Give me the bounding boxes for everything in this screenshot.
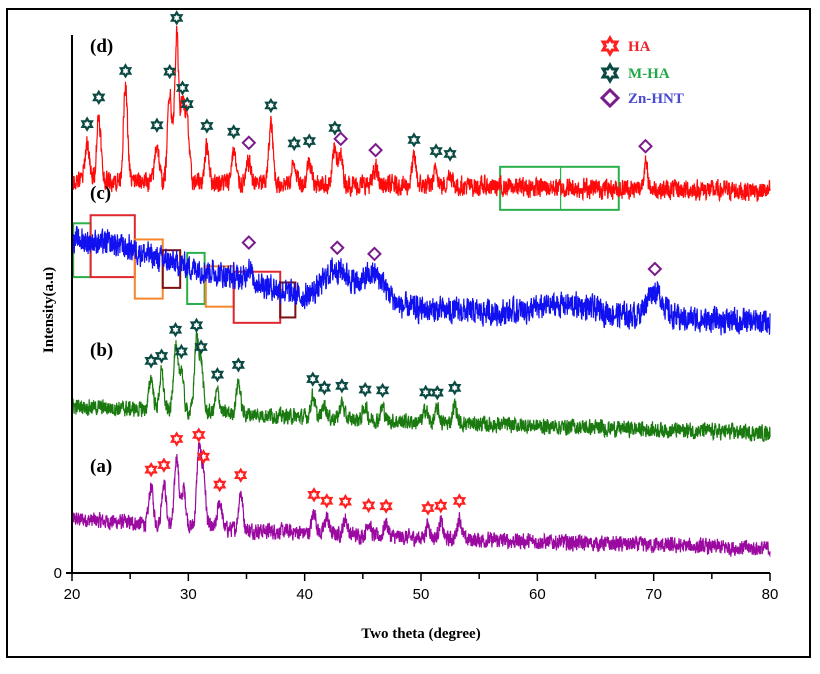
star-marker-icon — [375, 382, 390, 399]
star-marker-icon — [452, 493, 467, 509]
star-marker-icon — [429, 143, 443, 159]
star-marker-icon — [154, 348, 169, 364]
x-tick-label: 40 — [296, 586, 313, 603]
star-marker-icon — [287, 135, 301, 152]
x-tick-label: 80 — [762, 586, 779, 603]
star-marker-icon — [358, 381, 372, 398]
star-marker-icon — [306, 371, 320, 387]
y-tick-label-0: 0 — [54, 565, 62, 582]
star-marker-icon — [227, 124, 241, 140]
x-ticks: 20 30 40 50 60 70 80 — [64, 573, 779, 603]
panel-labels: (a) (b) (c) (d) — [90, 36, 113, 477]
star-marker-icon — [419, 384, 433, 401]
star-marker-icon — [168, 322, 183, 338]
legend-label: Zn-HNT — [628, 91, 684, 107]
star-marker-icon — [320, 493, 334, 509]
y-axis-title: Intensity(a.u) — [41, 267, 57, 353]
figure-frame — [6, 8, 811, 658]
legend-label: M-HA — [628, 66, 670, 82]
star-marker-icon — [174, 343, 188, 360]
legend-entry-m-ha: M-HA — [600, 61, 670, 85]
diamond-marker-icon — [241, 235, 257, 251]
star-marker-icon — [430, 385, 444, 401]
panel-label-d: (d) — [90, 36, 113, 57]
panel-label-a: (a) — [90, 456, 112, 477]
peak-markers — [80, 10, 663, 516]
diamond-marker-icon — [638, 138, 653, 154]
star-marker-icon — [213, 477, 227, 493]
star-marker-icon — [118, 63, 133, 79]
x-tick-label: 20 — [64, 586, 81, 603]
star-marker-icon — [169, 10, 184, 26]
star-marker-icon — [92, 89, 106, 106]
series-line-c — [71, 225, 771, 336]
star-marker-icon — [335, 378, 349, 394]
diamond-legend-icon — [599, 87, 621, 109]
legend: HA M-HA Zn-HNT — [599, 34, 684, 109]
x-tick-label: 70 — [645, 586, 662, 603]
star-marker-icon — [189, 317, 204, 333]
panel-label-c: (c) — [90, 183, 111, 204]
series-lines — [71, 25, 771, 558]
star-marker-icon — [180, 96, 194, 112]
star-marker-icon — [194, 339, 208, 355]
legend-entry-ha: HA — [600, 34, 651, 58]
star-marker-icon — [264, 97, 278, 114]
star-marker-icon — [328, 120, 342, 136]
star-marker-icon — [407, 132, 421, 148]
series-line-a — [71, 442, 771, 558]
star-marker-icon — [379, 498, 393, 514]
star-marker-icon — [150, 117, 164, 133]
series-line-d — [71, 25, 771, 203]
legend-entry-zn-hnt: Zn-HNT — [599, 87, 684, 109]
star-marker-icon — [144, 353, 158, 369]
x-tick-label: 30 — [180, 586, 197, 603]
panel-label-b: (b) — [90, 340, 113, 361]
star-marker-icon — [210, 367, 225, 383]
x-tick-label: 60 — [529, 586, 546, 603]
star-marker-icon — [200, 118, 214, 134]
star-marker-icon — [80, 116, 94, 132]
legend-label: HA — [628, 39, 651, 55]
x-tick-label: 50 — [413, 586, 430, 603]
star-marker-icon — [302, 133, 317, 149]
star-marker-icon — [192, 427, 206, 443]
x-axis-title: Two theta (degree) — [361, 626, 480, 642]
diamond-marker-icon — [647, 261, 663, 277]
star-legend-icon — [600, 34, 620, 58]
star-marker-icon — [169, 431, 184, 447]
star-marker-icon — [196, 449, 211, 465]
star-marker-icon — [448, 380, 462, 396]
star-marker-icon — [231, 357, 246, 373]
star-marker-icon — [434, 498, 448, 514]
diamond-marker-icon — [367, 246, 382, 262]
star-marker-icon — [175, 80, 190, 96]
star-legend-icon — [600, 61, 620, 85]
star-marker-icon — [443, 146, 457, 162]
star-marker-icon — [362, 497, 376, 514]
star-marker-icon — [307, 487, 321, 503]
diamond-marker-icon — [368, 142, 384, 158]
star-marker-icon — [144, 462, 158, 478]
star-marker-icon — [421, 500, 435, 516]
diamond-marker-icon — [333, 131, 349, 147]
series-line-b — [71, 331, 771, 443]
star-marker-icon — [234, 467, 248, 483]
star-marker-icon — [338, 493, 352, 510]
star-marker-icon — [163, 63, 177, 80]
diamond-marker-icon — [241, 135, 257, 151]
diamond-marker-icon — [329, 240, 345, 256]
star-marker-icon — [157, 457, 171, 473]
axes — [66, 35, 770, 574]
star-marker-icon — [317, 380, 332, 396]
